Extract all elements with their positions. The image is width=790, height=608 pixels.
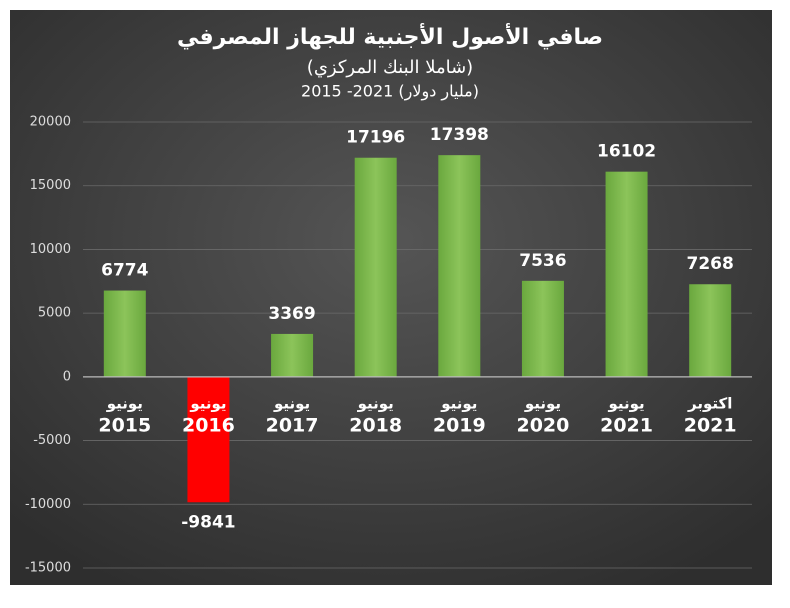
bar [103,290,146,377]
bar [605,171,648,377]
x-tick-label: اكتوبر [687,394,732,412]
value-label: 17196 [346,128,405,148]
bar [438,155,481,377]
y-tick-label: -15000 [25,561,71,576]
bar [271,333,314,377]
x-tick-label: 2016 [182,414,235,436]
y-tick-label: -10000 [25,497,71,512]
bar [689,284,732,377]
x-tick-label: يونيو [524,394,561,412]
x-tick-label: يونيو [440,394,477,412]
x-tick-label: 2021 [684,414,737,436]
value-label: 7268 [687,254,734,274]
y-tick-label: 5000 [38,306,71,321]
x-tick-label: 2021 [600,414,653,436]
y-tick-label: 15000 [30,178,71,193]
chart-subtitle: 2015 -2021 (مليار دولار) [301,82,479,102]
x-tick-label: 2020 [516,414,569,436]
x-tick-label: يونيو [357,394,394,412]
value-label: 7536 [519,251,566,271]
y-tick-label: -5000 [33,433,71,448]
bar [187,376,230,503]
x-tick-label: يونيو [607,394,644,412]
value-label: -9841 [181,512,235,532]
value-label: 6774 [101,261,148,281]
x-tick-label: يونيو [106,394,143,412]
x-tick-label: 2017 [266,414,319,436]
bar [354,157,397,377]
value-label: 17398 [430,125,489,145]
x-tick-label: يونيو [273,394,310,412]
x-tick-label: 2018 [349,414,402,436]
chart-subtitle: (شاملا البنك المركزي) [307,57,473,78]
value-label: 16102 [597,142,656,162]
x-tick-label: 2019 [433,414,486,436]
y-tick-label: 20000 [30,115,71,130]
x-tick-label: يونيو [189,394,226,412]
chart-title: صافي الأصول الأجنبية للجهاز المصرفي [177,22,603,50]
x-tick-label: 2015 [98,414,151,436]
bar [521,280,564,377]
value-label: 3369 [268,304,315,324]
y-tick-label: 0 [63,369,71,384]
y-tick-label: 10000 [30,242,71,257]
